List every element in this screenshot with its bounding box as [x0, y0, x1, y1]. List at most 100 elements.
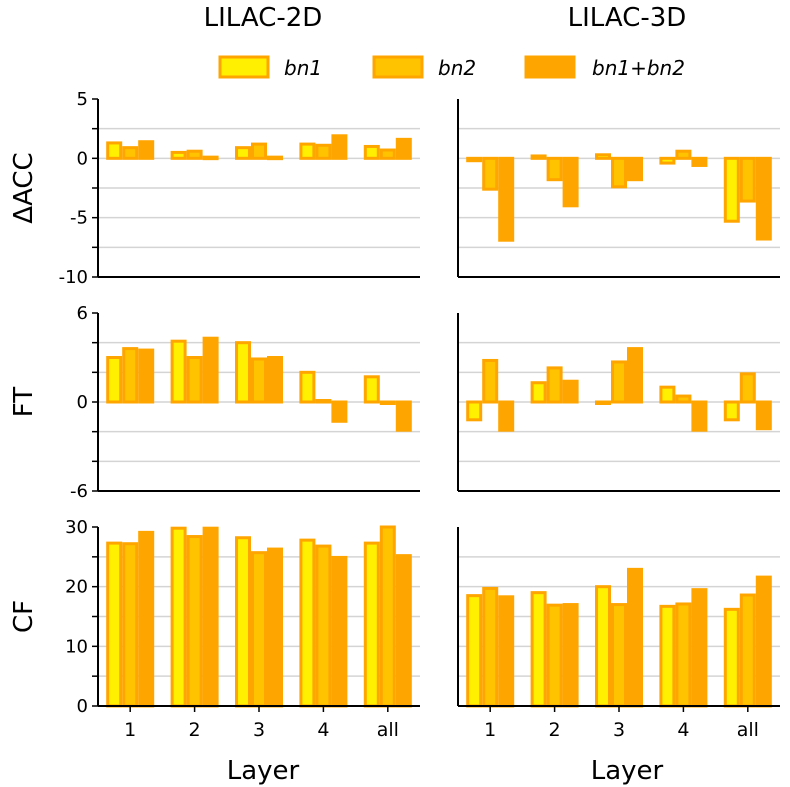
bar-bn1-bn2-1 — [498, 400, 515, 432]
bar-bn1-4 — [299, 538, 316, 708]
y-tick-label: 10 — [65, 636, 88, 657]
bar-bn2-2 — [546, 366, 563, 404]
x-tick-label: all — [737, 719, 759, 741]
bar-bn1-bn2-3 — [267, 547, 283, 708]
legend-swatch-bn1-bn2 — [524, 55, 576, 79]
bar-bn1-all — [723, 400, 740, 422]
bar-bn1-bn2-all — [755, 400, 772, 431]
bar-bn1-4 — [659, 604, 676, 708]
y-tick-label: 0 — [77, 392, 88, 413]
bar-bn2-3 — [611, 156, 627, 189]
y-tick-label: 0 — [77, 148, 88, 169]
bar-bn2-3 — [251, 142, 267, 160]
x-tick-label: 1 — [124, 719, 136, 741]
panel-ft-3d — [457, 313, 780, 492]
bar-bn1-2 — [530, 591, 547, 708]
bar-bn1-3 — [235, 341, 251, 404]
panel-cf-2d: 30 20 10 0 CF 1 2 3 4 all — [9, 517, 420, 741]
x-axis-label-left: Layer — [227, 756, 300, 786]
bar-bn1-3 — [595, 153, 611, 160]
bar-bn2-3 — [611, 603, 627, 708]
bar-bn1-2 — [530, 154, 547, 160]
x-tick-label: 4 — [317, 719, 329, 741]
y-axis-label: ΔACC — [9, 152, 39, 223]
bar-bn2-4 — [315, 143, 332, 160]
legend-swatch-bn1 — [218, 55, 270, 79]
bar-bn1-4 — [299, 142, 316, 160]
bar-bn1-3 — [595, 585, 611, 708]
x-tick-label: 3 — [613, 719, 625, 741]
title-lilac-2d: LILAC-2D — [204, 3, 323, 33]
bar-bn1-bn2-4 — [691, 400, 708, 432]
bar-bn2-4 — [315, 544, 332, 708]
bar-bn1-bn2-2 — [202, 336, 219, 404]
legend-label-bn1-bn2: bn1+bn2 — [592, 56, 685, 80]
bar-bn2-4 — [675, 149, 692, 160]
bar-bn1-3 — [595, 400, 611, 405]
bar-bn2-1 — [122, 542, 139, 708]
bar-bn2-all — [379, 525, 396, 708]
bar-bn1-4 — [299, 370, 316, 404]
bar-bn1-bn2-4 — [691, 588, 708, 708]
y-tick-label: 20 — [65, 577, 88, 598]
bar-bn1-bn2-3 — [627, 347, 643, 404]
y-tick-label: 30 — [65, 517, 88, 538]
bar-bn1-4 — [659, 156, 676, 165]
panel-acc-2d: 5 0 -5 -10 ΔACC — [9, 89, 420, 288]
bar-bn1-bn2-4 — [331, 134, 348, 160]
bar-bn1-bn2-2 — [202, 155, 219, 161]
x-axis-label-right: Layer — [591, 756, 664, 786]
bar-bn1-4 — [659, 385, 676, 404]
bar-bn1-1 — [106, 356, 123, 404]
y-tick-label: -6 — [70, 481, 88, 502]
x-tick-label: 3 — [253, 719, 265, 741]
bar-bn2-4 — [675, 602, 692, 708]
bar-bn2-all — [379, 148, 396, 160]
y-tick-label: -10 — [59, 267, 88, 288]
legend-label-bn2: bn2 — [438, 56, 476, 80]
bar-bn1-bn2-4 — [331, 400, 348, 423]
bar-bn1-bn2-2 — [562, 603, 579, 708]
bar-bn1-1 — [466, 156, 483, 163]
bar-bn2-1 — [482, 156, 499, 191]
bar-bn2-2 — [186, 149, 203, 160]
bar-bn2-2 — [186, 535, 203, 708]
bar-bn1-bn2-3 — [267, 155, 283, 161]
bar-bn1-1 — [106, 541, 123, 708]
legend-label-bn1: bn1 — [284, 56, 322, 80]
panel-ft-2d: 6 0 -6 FT — [9, 303, 420, 502]
bar-bn1-1 — [106, 141, 123, 160]
bar-bn2-3 — [611, 360, 627, 404]
bar-bn1-bn2-3 — [267, 356, 283, 404]
bar-bn2-1 — [482, 586, 499, 708]
bar-bn1-all — [363, 144, 380, 160]
y-tick-label: 5 — [77, 89, 88, 110]
y-tick-label: -5 — [70, 208, 88, 229]
bar-bn2-4 — [675, 394, 692, 404]
bar-bn1-bn2-all — [395, 554, 412, 708]
y-tick-label: 6 — [77, 303, 88, 324]
bar-bn1-all — [363, 541, 380, 708]
bar-bn1-1 — [466, 400, 483, 422]
bar-bn1-3 — [235, 536, 251, 708]
bar-bn2-all — [379, 400, 396, 405]
bar-bn1-bn2-2 — [562, 156, 579, 208]
bar-bn2-2 — [186, 356, 203, 404]
bar-bn2-1 — [482, 358, 499, 404]
legend-swatch-bn2 — [372, 55, 424, 79]
x-tick-label: 2 — [549, 719, 561, 741]
bar-bn2-2 — [546, 603, 563, 708]
panels: 5 0 -5 -10 ΔACC 6 0 -6 FT 30 20 10 0 CF 1 2 3 4 all 1 2 3 4 all — [9, 89, 780, 741]
bar-bn1-2 — [170, 150, 187, 160]
y-tick-label: 0 — [77, 696, 88, 717]
x-tick-label: 1 — [484, 719, 496, 741]
bar-bn1-bn2-4 — [691, 156, 708, 167]
bar-bn1-all — [363, 375, 380, 404]
bar-bn1-bn2-3 — [627, 567, 643, 708]
bar-bn2-4 — [315, 399, 332, 404]
y-axis-label: CF — [9, 600, 39, 633]
bar-bn1-bn2-2 — [562, 379, 579, 404]
y-axis-label: FT — [9, 387, 39, 417]
bar-bn1-2 — [170, 339, 187, 404]
